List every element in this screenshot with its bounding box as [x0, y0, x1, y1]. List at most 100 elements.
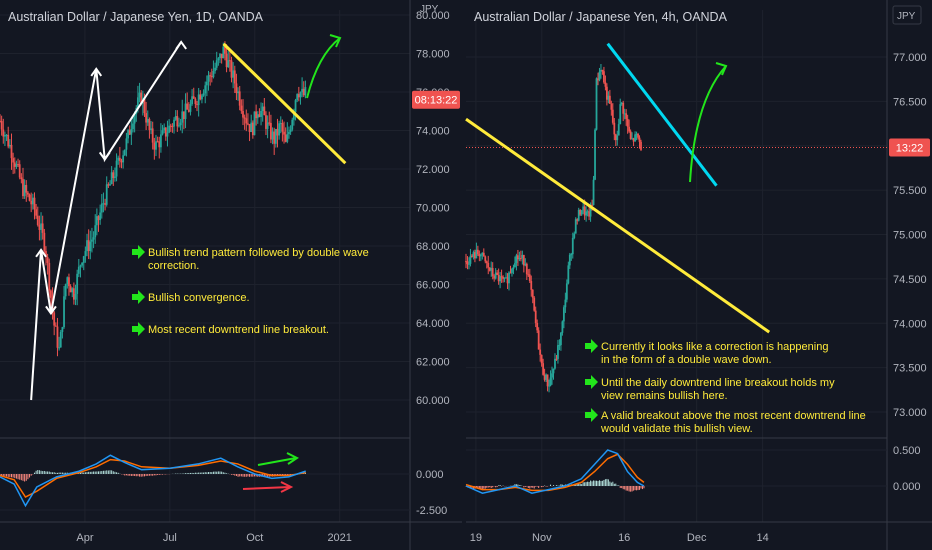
candle-body — [43, 232, 46, 251]
candle-body — [66, 277, 69, 285]
candle-body — [471, 255, 473, 257]
candle-body — [528, 274, 531, 282]
candle-body — [613, 122, 616, 135]
candle-body — [235, 83, 238, 94]
candle-body — [237, 91, 239, 94]
candle-body — [502, 276, 504, 279]
arrowhead — [175, 40, 187, 50]
candle-body — [207, 75, 210, 82]
candle-body — [117, 157, 120, 161]
candle-body — [12, 158, 15, 163]
candle-body — [519, 258, 522, 260]
candle-body — [238, 91, 241, 106]
candle-body — [509, 272, 512, 274]
candle-body — [18, 164, 21, 178]
candle-body — [607, 95, 610, 100]
price-tick-label: 62.000 — [416, 357, 450, 369]
candle-body — [479, 254, 482, 257]
candle-body — [579, 209, 582, 215]
candle-body — [557, 345, 559, 359]
forecast-arrow — [306, 37, 341, 99]
price-tag — [412, 90, 460, 109]
candle-body — [77, 266, 80, 274]
candle-body — [468, 263, 470, 265]
candle-body — [560, 332, 562, 346]
candle-body — [115, 160, 118, 177]
arrowhead — [286, 452, 299, 465]
macd-line — [0, 454, 306, 508]
candle-body — [64, 284, 67, 297]
annotation-list: Currently it looks like a correction is … — [585, 339, 866, 435]
candle-body — [7, 134, 10, 147]
candle-body — [166, 132, 169, 137]
annotation-text: Most recent downtrend line breakout. — [148, 324, 329, 336]
candle-body — [25, 184, 28, 193]
candle-body — [588, 211, 590, 217]
candle-body — [291, 119, 294, 130]
candle-body — [503, 277, 506, 279]
currency-label: JPY — [897, 11, 916, 22]
candle-body — [482, 252, 485, 257]
candle-body — [2, 129, 5, 137]
candle-body — [212, 70, 215, 78]
candle-body — [137, 97, 139, 108]
candle-body — [251, 122, 254, 136]
candle-body — [552, 368, 555, 374]
candle-body — [304, 87, 307, 96]
candle-body — [220, 53, 223, 59]
candle-body — [551, 373, 553, 378]
candle-body — [625, 113, 628, 119]
price-tick-label: 74.000 — [893, 318, 927, 330]
candle-body — [35, 209, 38, 216]
candle-body — [283, 131, 285, 135]
candle-body — [123, 149, 126, 156]
price-tick-label: 70.000 — [416, 203, 450, 215]
green-bullet-arrow-icon — [585, 339, 598, 353]
candle-body — [514, 263, 516, 268]
candle-body — [176, 116, 179, 127]
candle-body — [610, 103, 613, 110]
candles — [465, 63, 642, 393]
candle-body — [484, 256, 487, 262]
candle-body — [225, 53, 228, 68]
candle-body — [549, 377, 552, 386]
candle-body — [49, 290, 52, 298]
candle-body — [94, 225, 97, 238]
candle-body — [109, 183, 111, 186]
wave-pattern-line — [30, 41, 183, 401]
arrowhead — [280, 481, 294, 493]
macd-tick-label: 0.000 — [893, 481, 921, 493]
candle-body — [594, 129, 596, 180]
price-tick-label: 68.000 — [416, 241, 450, 253]
annotation-text: would validate this bullish view. — [600, 423, 753, 435]
candle-body — [620, 102, 623, 105]
candle-body — [228, 60, 231, 62]
price-tick-label: 73.000 — [893, 407, 927, 419]
candle-body — [156, 141, 159, 143]
candle-body — [619, 104, 622, 125]
candle-body — [74, 293, 77, 300]
candle-body — [481, 252, 484, 255]
candle-body — [8, 144, 11, 147]
candle-body — [178, 125, 180, 127]
candle-body — [72, 288, 75, 300]
candle-body — [600, 69, 602, 72]
candle-body — [626, 118, 629, 127]
candle-body — [266, 122, 269, 129]
candle-body — [499, 276, 502, 282]
candle-body — [635, 133, 638, 135]
candle-body — [102, 203, 105, 205]
forecast-arrow — [689, 65, 727, 183]
trendline — [222, 42, 347, 165]
candle-body — [36, 215, 39, 225]
candle-body — [508, 272, 510, 284]
candle-body — [210, 76, 213, 78]
candle-body — [199, 94, 202, 100]
candle-body — [84, 251, 87, 257]
candle-body — [478, 254, 481, 257]
candle-body — [592, 179, 595, 206]
candle-body — [534, 310, 537, 323]
candle-body — [505, 277, 507, 279]
candle-body — [616, 135, 619, 141]
arrowhead — [45, 305, 57, 316]
